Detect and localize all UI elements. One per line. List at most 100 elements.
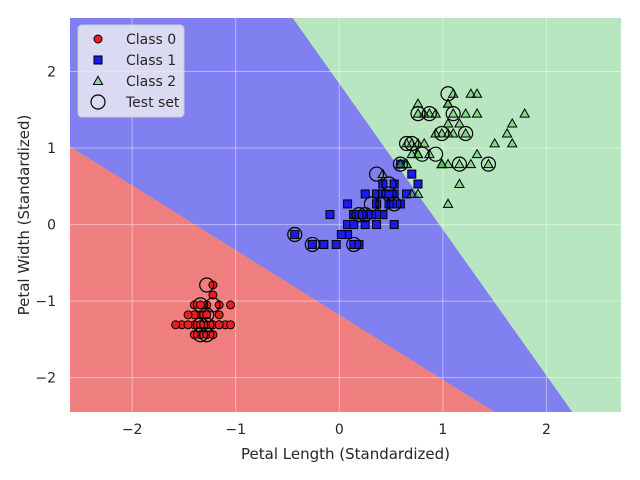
point-class-1 xyxy=(319,239,329,249)
point-class-0 xyxy=(226,300,236,310)
point-class-2 xyxy=(506,117,518,128)
legend-marker-1 xyxy=(93,34,103,44)
legend-marker-2 xyxy=(93,55,103,65)
y-tick-label: −2 xyxy=(35,371,56,387)
point-class-2 xyxy=(465,158,477,169)
point-test-set xyxy=(399,135,415,152)
point-class-1 xyxy=(407,169,417,179)
point-test-set xyxy=(440,86,456,102)
point-test-set xyxy=(381,186,397,202)
x-axis-label: Petal Length (Standardized) xyxy=(241,445,450,463)
point-class-2 xyxy=(460,108,472,118)
point-class-1 xyxy=(336,230,346,240)
point-class-0 xyxy=(214,320,224,330)
point-test-set xyxy=(368,166,385,182)
legend: Class 0 Class 1 Class 2 Test set xyxy=(77,24,185,118)
point-class-2 xyxy=(453,178,465,188)
point-class-1 xyxy=(360,220,370,230)
point-class-2 xyxy=(442,98,454,108)
point-class-2 xyxy=(453,117,465,128)
point-class-1 xyxy=(389,220,399,230)
point-test-set xyxy=(458,125,474,142)
point-class-2 xyxy=(442,198,454,208)
x-tick-label: 1 xyxy=(438,422,447,438)
point-class-2 xyxy=(436,158,448,169)
point-class-2 xyxy=(489,137,501,148)
point-test-set xyxy=(445,106,461,122)
y-tick-label: 0 xyxy=(47,218,56,234)
point-test-set xyxy=(381,176,397,192)
tick-labels: −2 −1 0 1 2 −2 −1 0 1 2 xyxy=(35,65,551,438)
point-test-set xyxy=(357,207,373,223)
point-class-1 xyxy=(290,230,300,240)
point-class-1 xyxy=(413,179,423,189)
point-test-set xyxy=(414,146,430,162)
point-test-set xyxy=(192,327,209,343)
y-tick-label: −1 xyxy=(35,294,56,310)
point-class-2 xyxy=(471,148,483,159)
x-tick-label: −1 xyxy=(225,422,246,438)
point-class-0 xyxy=(196,300,205,310)
point-class-2 xyxy=(406,148,418,159)
point-test-set xyxy=(392,156,408,172)
point-class-2 xyxy=(442,117,454,128)
region-class-0 xyxy=(70,146,495,412)
point-test-set xyxy=(410,106,426,122)
legend-box xyxy=(77,24,185,118)
point-class-2 xyxy=(482,158,494,169)
y-tick-label: 2 xyxy=(47,65,56,81)
point-class-2 xyxy=(519,108,531,118)
legend-label-4: Test set xyxy=(125,95,180,111)
point-test-set xyxy=(351,207,367,223)
point-class-0 xyxy=(226,320,236,330)
point-class-2 xyxy=(394,158,406,169)
point-class-1 xyxy=(372,220,382,230)
point-test-set xyxy=(434,125,450,142)
point-class-0 xyxy=(171,320,181,330)
point-class-2 xyxy=(460,127,472,138)
point-class-1 xyxy=(384,189,394,199)
point-class-2 xyxy=(471,88,483,98)
point-class-1 xyxy=(325,210,335,220)
point-test-set xyxy=(199,277,215,293)
point-class-0 xyxy=(208,290,218,300)
point-class-1 xyxy=(360,189,370,199)
legend-marker-4 xyxy=(90,94,106,110)
point-test-set xyxy=(304,236,320,253)
point-test-set xyxy=(386,196,402,212)
y-axis-label: Petal Width (Standardized) xyxy=(15,115,33,316)
data-points xyxy=(171,86,531,343)
point-test-set xyxy=(287,226,303,243)
point-class-1 xyxy=(354,239,364,249)
point-class-0 xyxy=(214,310,224,320)
point-class-2 xyxy=(471,108,483,118)
legend-label-2: Class 1 xyxy=(126,53,176,69)
point-class-2 xyxy=(447,108,459,118)
point-class-2 xyxy=(506,137,518,148)
point-class-2 xyxy=(501,127,513,138)
x-tick-label: −2 xyxy=(122,422,143,438)
point-test-set xyxy=(404,135,420,152)
point-class-1 xyxy=(343,199,353,209)
legend-label-3: Class 2 xyxy=(126,74,176,90)
legend-marker-3 xyxy=(92,75,104,85)
point-class-2 xyxy=(412,188,424,198)
point-class-0 xyxy=(183,320,193,330)
point-class-1 xyxy=(331,239,341,249)
point-class-2 xyxy=(453,158,465,169)
point-class-1 xyxy=(349,220,359,230)
point-test-set xyxy=(451,156,468,172)
y-tick-label: 1 xyxy=(47,141,56,157)
legend-label-1: Class 0 xyxy=(126,32,176,48)
point-test-set xyxy=(199,307,215,323)
point-class-1 xyxy=(307,239,317,249)
point-class-1 xyxy=(402,189,412,199)
point-test-set xyxy=(480,156,497,172)
point-class-0 xyxy=(202,310,212,320)
point-class-0 xyxy=(183,310,193,320)
decision-regions xyxy=(70,18,621,412)
x-tick-label: 2 xyxy=(542,422,551,438)
region-class-2 xyxy=(292,18,621,412)
x-tick-label: 0 xyxy=(335,422,344,438)
